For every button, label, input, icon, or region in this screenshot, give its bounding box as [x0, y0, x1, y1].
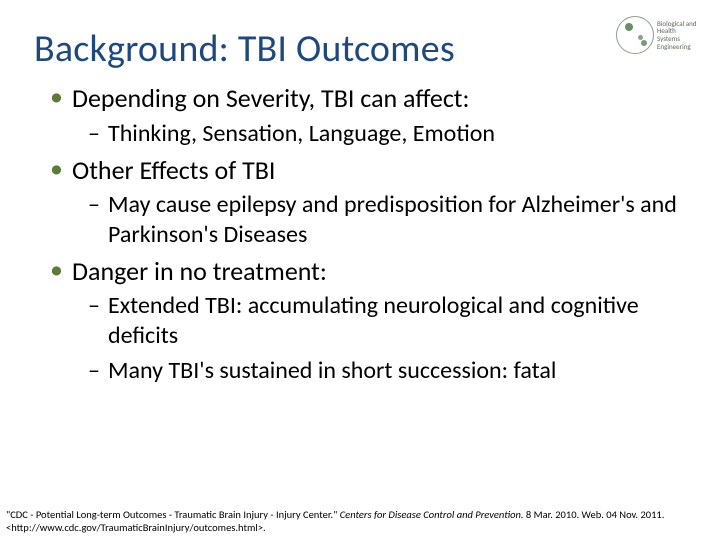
corner-logo: Biological and Health Systems Engineerin… — [616, 8, 708, 62]
logo-line1: Biological and Health — [657, 20, 708, 35]
logo-icon — [616, 16, 654, 54]
bullet-level2: May cause epilepsy and predisposition fo… — [88, 190, 686, 249]
slide-title: Background: TBI Outcomes — [34, 26, 686, 72]
slide-container: Biological and Health Systems Engineerin… — [0, 0, 720, 540]
bullet-level2: Thinking, Sensation, Language, Emotion — [88, 119, 686, 148]
logo-line2: Systems Engineering — [657, 35, 708, 50]
logo-text: Biological and Health Systems Engineerin… — [657, 20, 708, 51]
citation-footer: "CDC - Potential Long-term Outcomes - Tr… — [6, 508, 714, 534]
bullet-level2: Extended TBI: accumulating neurological … — [88, 291, 686, 350]
citation-prefix: "CDC - Potential Long-term Outcomes - Tr… — [6, 508, 340, 521]
bullet-level1: Other Effects of TBI — [50, 154, 686, 187]
bullet-level2: Many TBI's sustained in short succession… — [88, 356, 686, 385]
bullet-list: Depending on Severity, TBI can affect: Th… — [34, 82, 686, 385]
citation-source: Centers for Disease Control and Preventi… — [340, 508, 524, 521]
bullet-level1: Depending on Severity, TBI can affect: — [50, 82, 686, 115]
bullet-level1: Danger in no treatment: — [50, 255, 686, 288]
